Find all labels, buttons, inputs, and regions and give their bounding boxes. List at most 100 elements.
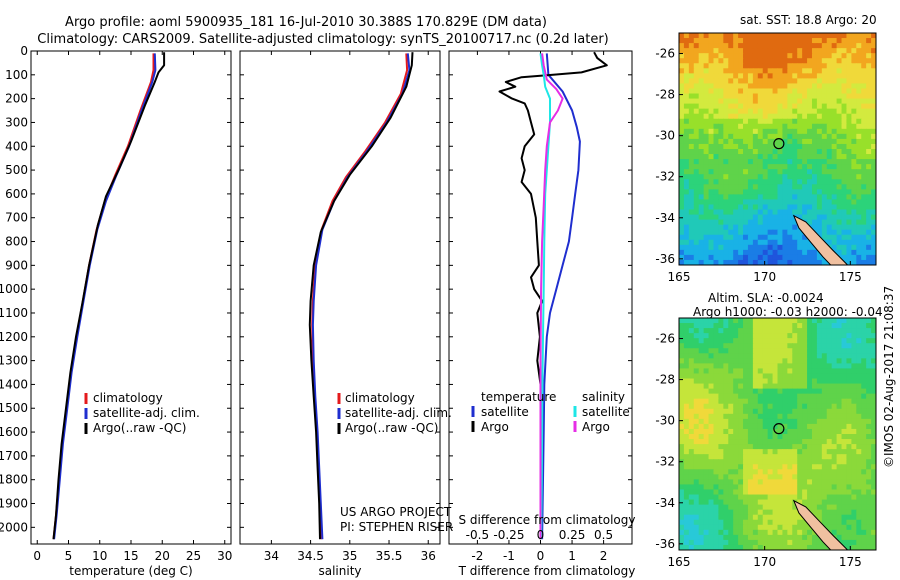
map-cell bbox=[708, 204, 715, 211]
map-cell bbox=[841, 83, 848, 90]
map-cell bbox=[836, 138, 843, 145]
map-cell bbox=[723, 103, 729, 110]
map-cell bbox=[747, 398, 754, 405]
map-cell bbox=[713, 133, 719, 140]
map-cell bbox=[738, 383, 744, 390]
map-cell bbox=[866, 214, 872, 221]
map-cell bbox=[836, 83, 843, 90]
map-cell bbox=[747, 138, 754, 145]
map-cell bbox=[683, 184, 690, 190]
map-cell bbox=[718, 43, 724, 49]
map-cell bbox=[782, 529, 788, 536]
map-cell bbox=[777, 239, 784, 246]
map-cell bbox=[846, 53, 852, 59]
map-cell bbox=[782, 254, 788, 261]
map-cell bbox=[698, 479, 705, 486]
map-cell bbox=[762, 323, 769, 329]
map-cell bbox=[703, 449, 710, 455]
map-cell bbox=[851, 428, 857, 435]
map-cell bbox=[738, 164, 744, 170]
map-cell bbox=[811, 199, 818, 206]
map-cell bbox=[718, 323, 724, 329]
map-cell bbox=[679, 154, 685, 160]
map-cell bbox=[861, 514, 867, 521]
map-cell bbox=[782, 469, 788, 475]
map-cell bbox=[846, 159, 852, 165]
temperature-profile-panel: 0100200300400500600700800900100011001200… bbox=[0, 44, 232, 578]
map-cell bbox=[802, 323, 808, 329]
map-cell bbox=[683, 224, 690, 231]
map-cell bbox=[871, 179, 876, 185]
map-cell bbox=[693, 43, 700, 49]
map-cell bbox=[856, 423, 862, 430]
map-cell bbox=[683, 143, 690, 150]
map-lat-label: -32 bbox=[655, 455, 675, 469]
map-cell bbox=[841, 408, 848, 415]
map-cell bbox=[723, 169, 729, 175]
map-cell bbox=[728, 353, 734, 359]
map-cell bbox=[792, 378, 798, 385]
map-cell bbox=[777, 413, 784, 420]
map-cell bbox=[792, 138, 798, 145]
map-cell bbox=[841, 98, 848, 105]
map-cell bbox=[821, 108, 828, 115]
map-cell bbox=[747, 239, 754, 246]
map-cell bbox=[856, 68, 862, 74]
map-cell bbox=[723, 199, 729, 206]
map-cell bbox=[856, 378, 862, 385]
map-cell bbox=[851, 229, 857, 236]
map-cell bbox=[718, 189, 724, 195]
map-cell bbox=[821, 544, 828, 550]
map-cell bbox=[708, 363, 715, 370]
map-cell bbox=[757, 423, 764, 430]
map-cell bbox=[718, 118, 724, 125]
map-cell bbox=[787, 154, 793, 160]
map-cell bbox=[693, 539, 700, 546]
map-cell bbox=[757, 164, 764, 170]
map-cell bbox=[841, 333, 848, 339]
map-cell bbox=[871, 398, 876, 405]
map-cell bbox=[802, 373, 808, 380]
map-lat-label: -34 bbox=[655, 211, 675, 225]
map-cell bbox=[816, 434, 823, 440]
map-cell bbox=[856, 133, 862, 140]
map-cell bbox=[772, 393, 779, 400]
map-cell bbox=[777, 459, 784, 465]
map-cell bbox=[743, 383, 749, 390]
map-cell bbox=[841, 363, 848, 370]
legend-label-t-argo: Argo bbox=[481, 420, 509, 434]
map-cell bbox=[797, 169, 803, 175]
map-cell bbox=[782, 434, 788, 440]
map-cell bbox=[698, 363, 705, 370]
map-cell bbox=[743, 93, 749, 100]
map-cell bbox=[866, 209, 872, 216]
map-cell bbox=[762, 219, 769, 226]
map-cell bbox=[767, 249, 774, 256]
map-cell bbox=[777, 259, 784, 265]
map-cell bbox=[861, 169, 867, 175]
map-cell bbox=[856, 449, 862, 455]
map-cell bbox=[747, 393, 754, 400]
map-cell bbox=[836, 328, 843, 334]
map-cell bbox=[688, 184, 695, 190]
map-cell bbox=[782, 169, 788, 175]
map-cell bbox=[738, 338, 744, 344]
map-cell bbox=[683, 53, 690, 59]
map-cell bbox=[772, 234, 779, 241]
map-cell bbox=[752, 378, 759, 385]
map-cell bbox=[846, 98, 852, 105]
map-cell bbox=[743, 398, 749, 405]
map-cell bbox=[787, 249, 793, 256]
map-cell bbox=[861, 113, 867, 120]
map-cell bbox=[871, 494, 876, 501]
map-cell bbox=[679, 133, 685, 140]
map-cell bbox=[836, 529, 843, 536]
map-cell bbox=[733, 363, 739, 370]
map-cell bbox=[831, 439, 838, 445]
legend-label-climatology: climatology bbox=[93, 391, 163, 405]
map-cell bbox=[747, 93, 754, 100]
map-cell bbox=[752, 449, 759, 455]
map-cell bbox=[846, 333, 852, 339]
map-cell bbox=[693, 239, 700, 246]
map-cell bbox=[826, 434, 833, 440]
